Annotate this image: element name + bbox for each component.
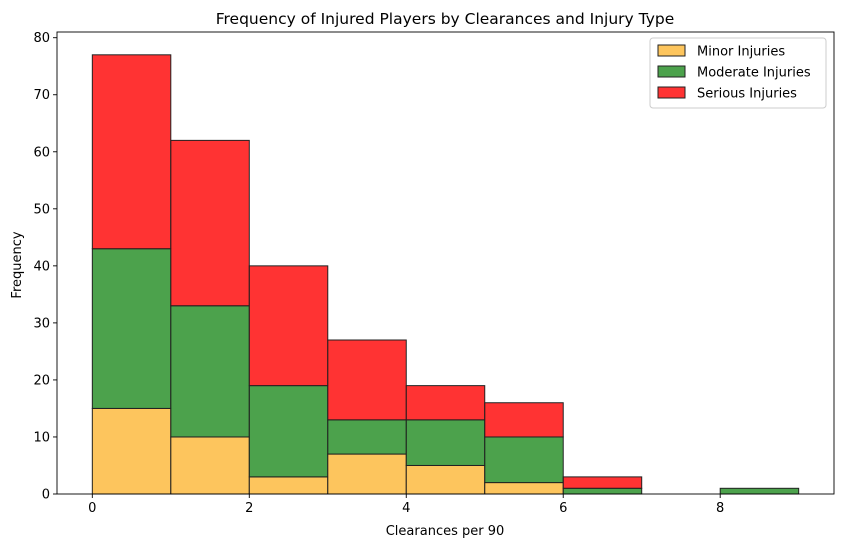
y-tick-label: 40 [33,259,50,274]
bar-serious-injuries-bin-0 [91,54,172,250]
legend-swatch-minor-injuries [657,44,686,57]
bar-moderate-injuries-bin-6 [562,487,643,495]
y-tick-label: 20 [33,373,50,388]
bar-moderate-injuries-bin-5 [484,436,564,484]
legend: Minor Injuries Moderate Injuries Serious I… [649,37,827,109]
bar-minor-injuries-bin-0 [91,407,172,495]
y-tick-label: 10 [33,430,50,445]
bar-moderate-injuries-bin-4 [405,419,486,466]
bar-minor-injuries-bin-3 [327,453,407,495]
y-tick-label: 80 [33,31,50,46]
bar-serious-injuries-bin-3 [327,339,407,421]
bar-moderate-injuries-bin-0 [91,248,172,409]
legend-swatch-serious-injuries [657,86,686,99]
x-tick-label: 6 [559,501,567,516]
x-axis-label: Clearances per 90 [386,524,505,539]
y-tick-label: 70 [33,88,50,103]
legend-label-moderate-injuries: Moderate Injuries [697,66,811,81]
legend-label-minor-injuries: Minor Injuries [697,45,785,60]
bar-moderate-injuries-bin-2 [248,385,329,478]
x-tick-label: 2 [245,501,253,516]
legend-swatch-moderate-injuries [657,65,686,78]
chart-title: Frequency of Injured Players by Clearanc… [216,10,675,28]
legend-label-serious-injuries: Serious Injuries [697,87,797,102]
bar-serious-injuries-bin-1 [170,139,250,307]
bar-minor-injuries-bin-5 [484,482,564,495]
bar-moderate-injuries-bin-3 [327,419,407,455]
bar-serious-injuries-bin-4 [405,385,486,421]
legend-box [649,37,827,109]
bar-moderate-injuries-bin-1 [170,305,250,438]
x-tick-label: 4 [402,501,410,516]
bar-moderate-injuries-bin-8 [719,487,800,495]
bar-serious-injuries-bin-6 [562,476,643,489]
bar-serious-injuries-bin-2 [248,265,329,387]
y-tick-label: 60 [33,145,50,160]
bar-minor-injuries-bin-1 [170,436,250,495]
y-tick-label: 0 [42,488,50,503]
bar-serious-injuries-bin-5 [484,402,564,438]
bar-minor-injuries-bin-4 [405,464,486,495]
y-axis-label: Frequency [10,231,25,298]
plot-frame [56,31,835,495]
x-tick-label: 0 [88,501,96,516]
bars-layer [91,54,800,495]
bar-minor-injuries-bin-2 [248,476,329,495]
x-tick-label: 8 [716,501,724,516]
y-tick-label: 50 [33,202,50,217]
y-tick-label: 30 [33,316,50,331]
